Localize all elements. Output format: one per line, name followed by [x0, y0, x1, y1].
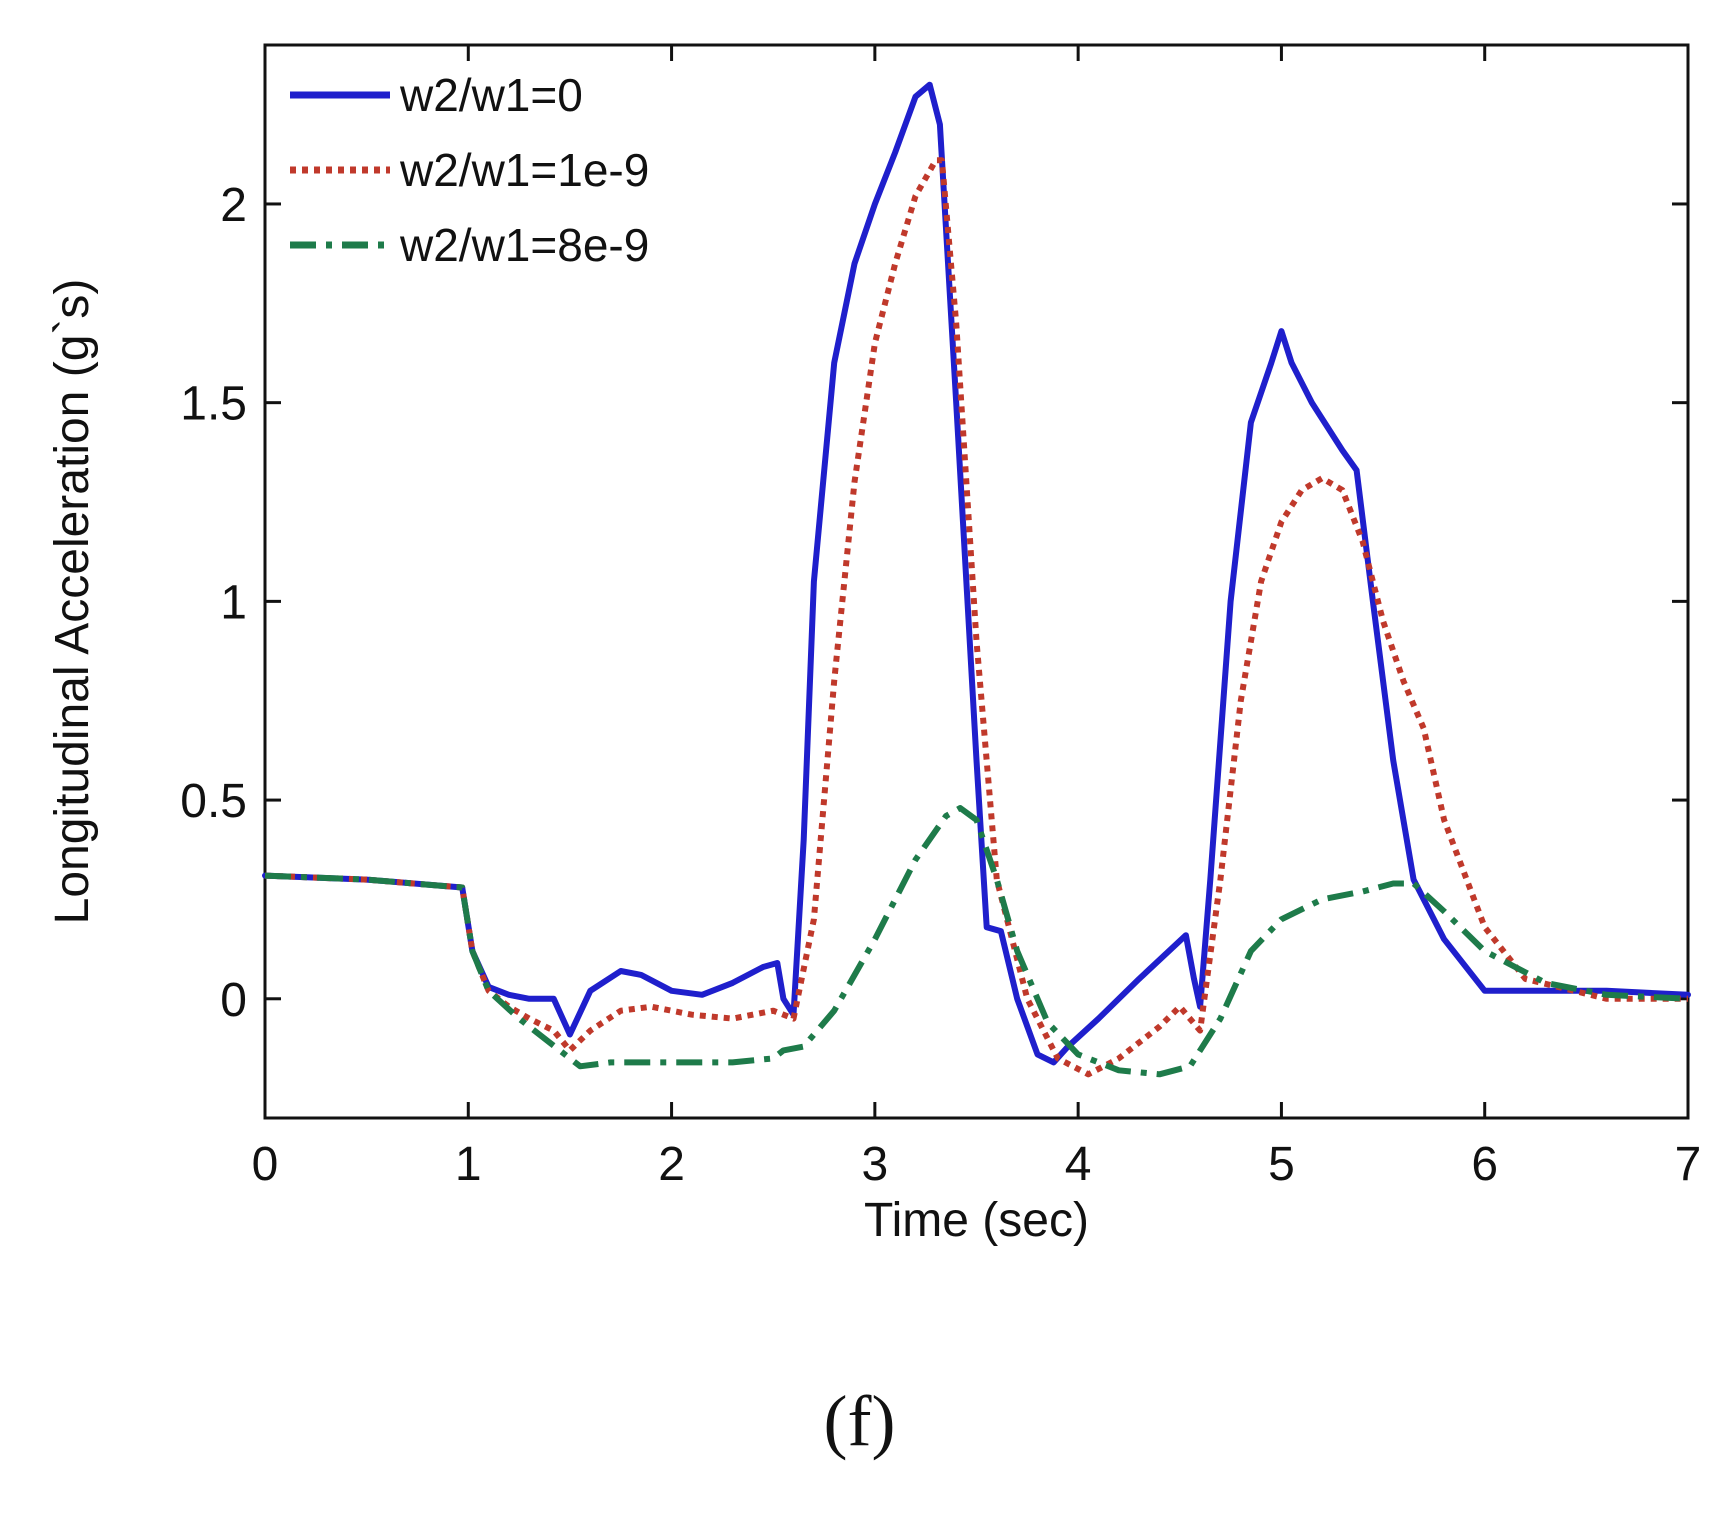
legend-label: w2/w1=8e-9 — [399, 219, 649, 271]
x-tick-label: 7 — [1675, 1138, 1702, 1191]
y-tick-label: 0 — [220, 974, 247, 1027]
y-tick-label: 1 — [220, 576, 247, 629]
x-tick-label: 2 — [658, 1138, 685, 1191]
y-tick-label: 1.5 — [180, 378, 247, 431]
x-tick-label: 4 — [1065, 1138, 1092, 1191]
legend-label: w2/w1=0 — [399, 69, 583, 121]
y-axis: 0 0.5 1 1.5 2 — [180, 179, 1688, 1027]
x-tick-label: 3 — [862, 1138, 889, 1191]
series-line-3 — [264, 805, 1689, 1078]
x-tick-label: 5 — [1268, 1138, 1295, 1191]
y-tick-label: 2 — [220, 179, 247, 232]
y-tick-label: 0.5 — [180, 775, 247, 828]
figure-caption: (f) — [823, 1381, 896, 1461]
y-axis-title: Longitudinal Acceleration (g`s) — [46, 279, 99, 925]
x-tick-label: 0 — [252, 1138, 279, 1191]
series-line-1 — [262, 81, 1691, 1066]
x-tick-label: 6 — [1471, 1138, 1498, 1191]
x-tick-label: 1 — [455, 1138, 482, 1191]
legend: w2/w1=0 w2/w1=1e-9 w2/w1=8e-9 — [290, 69, 649, 271]
x-axis: 0 1 2 3 4 5 6 7 — [252, 45, 1702, 1191]
legend-label: w2/w1=1e-9 — [399, 144, 649, 196]
series-layer — [262, 81, 1691, 1078]
plot-frame — [263, 43, 1690, 1120]
plot-area — [263, 43, 1690, 1120]
x-axis-title: Time (sec) — [864, 1194, 1089, 1247]
